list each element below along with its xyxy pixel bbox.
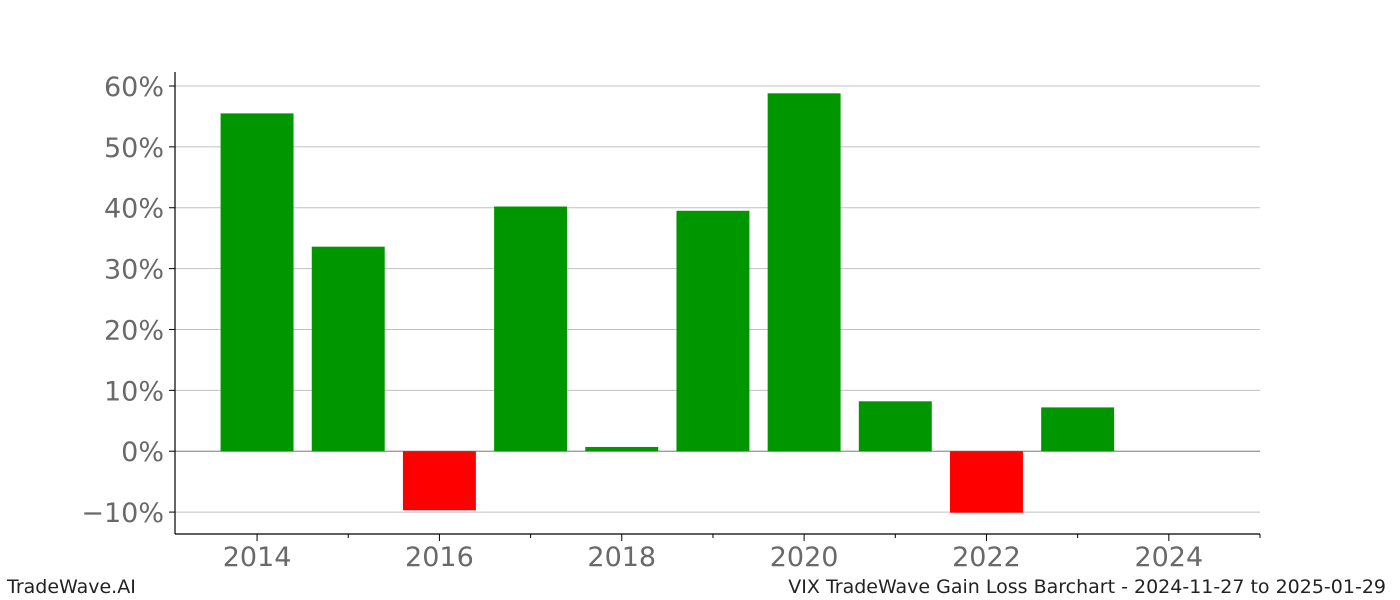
y-tick-label: 10% [104, 376, 164, 407]
bar [767, 93, 841, 452]
bar [402, 451, 476, 511]
brand-label: TradeWave.AI [7, 576, 136, 598]
chart-caption: VIX TradeWave Gain Loss Barchart - 2024-… [788, 576, 1386, 598]
bar [585, 446, 659, 452]
bar [494, 206, 568, 452]
bar [950, 451, 1023, 513]
bar [676, 210, 750, 452]
axes [174, 72, 1260, 535]
bar [1041, 407, 1115, 452]
bars [220, 93, 1115, 513]
y-tick-label: 60% [104, 72, 164, 103]
y-tick-label: 30% [104, 255, 164, 286]
x-tick-label: 2022 [952, 542, 1021, 573]
y-tick-label: 20% [104, 315, 164, 346]
y-tick-label: 40% [104, 194, 164, 225]
bar [311, 246, 385, 452]
x-tick-label: 2018 [587, 542, 656, 573]
x-tick-label: 2020 [770, 542, 839, 573]
x-tick-label: 2016 [405, 542, 474, 573]
y-axis-ticks: −10% 0% 10% 20% 30% 40% 50% 60% [81, 72, 175, 529]
y-tick-label: −10% [81, 498, 164, 529]
y-tick-label: 0% [121, 437, 164, 468]
y-tick-label: 50% [104, 133, 164, 164]
x-tick-label: 2014 [223, 542, 292, 573]
x-tick-label: 2024 [1134, 542, 1203, 573]
bar [858, 401, 932, 452]
bar [220, 113, 294, 452]
x-axis-ticks: 2014 2016 2018 2020 2022 2024 [223, 534, 1261, 573]
